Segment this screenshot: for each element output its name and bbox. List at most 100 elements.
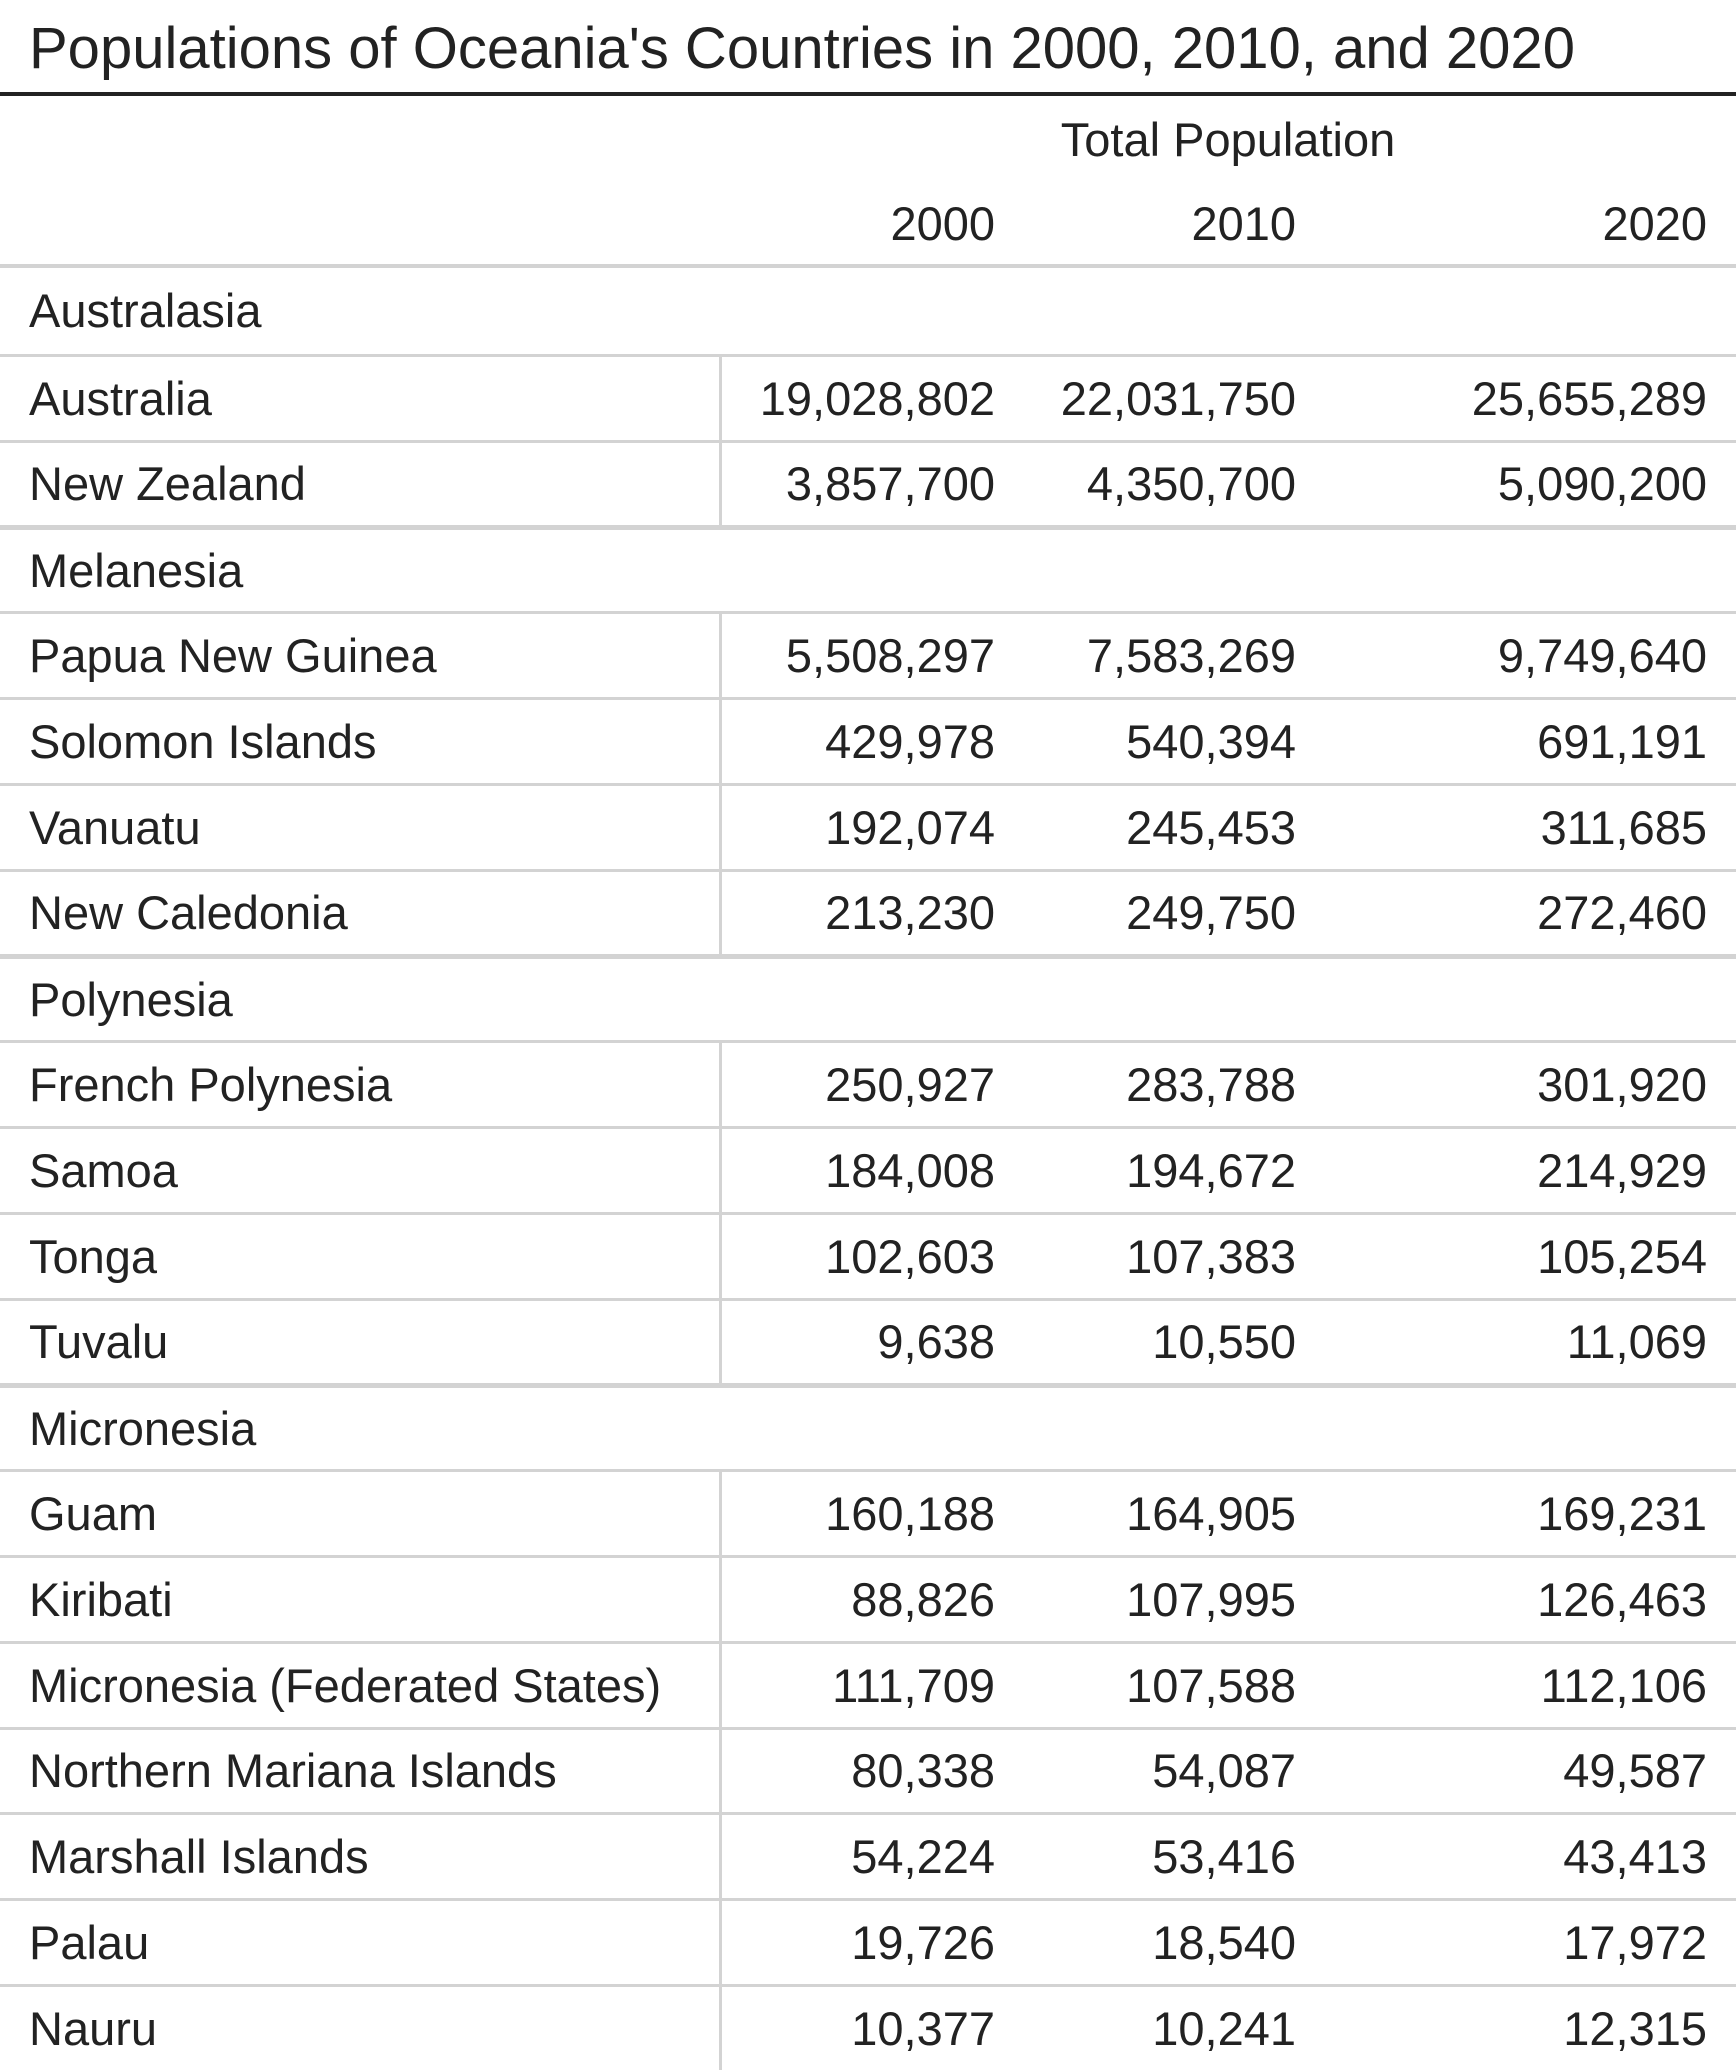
data-row: Northern Mariana Islands 80,338 54,087 49,5… (0, 1726, 1736, 1813)
row-label: Micronesia (Federated States) (29, 1658, 662, 1712)
column-spanner: Total Population (1060, 113, 1396, 166)
cell-value: 691,191 (1537, 714, 1707, 768)
cell-value: 192,074 (825, 800, 995, 854)
cell-value: 7,583,269 (1086, 629, 1296, 683)
column-divider (719, 785, 722, 869)
data-row: Vanuatu 192,074 245,453 311,685 (0, 782, 1736, 869)
column-divider (719, 1557, 722, 1641)
data-row: New Caledonia 213,230 249,750 272,460 (0, 868, 1736, 955)
row-label: Nauru (29, 2001, 158, 2055)
cell-value: 19,028,802 (759, 371, 995, 425)
group-row: Australasia (0, 268, 1736, 354)
column-divider (719, 1643, 722, 1727)
cell-value: 3,857,700 (785, 457, 995, 511)
cell-value: 164,905 (1126, 1487, 1296, 1541)
cell-value: 12,315 (1563, 2001, 1707, 2055)
cell-value: 54,087 (1152, 1744, 1296, 1798)
cell-value: 10,377 (851, 2001, 995, 2055)
cell-value: 53,416 (1152, 1830, 1296, 1884)
cell-value: 126,463 (1537, 1572, 1707, 1626)
data-row: Papua New Guinea 5,508,297 7,583,269 9,749,… (0, 611, 1736, 697)
cell-value: 107,995 (1126, 1572, 1296, 1626)
column-divider (719, 1128, 722, 1212)
cell-value: 429,978 (825, 714, 995, 768)
cell-value: 102,603 (825, 1229, 995, 1283)
row-label: Australia (29, 371, 212, 425)
cell-value: 184,008 (825, 1143, 995, 1197)
header-rule (0, 264, 1736, 268)
cell-value: 5,090,200 (1497, 457, 1707, 511)
group-label: Melanesia (29, 544, 244, 598)
cell-value: 9,638 (877, 1315, 995, 1369)
row-label: Palau (29, 1916, 150, 1970)
cell-value: 214,929 (1537, 1143, 1707, 1197)
column-divider (719, 1472, 722, 1555)
table-title: Populations of Oceania's Countries in 20… (29, 16, 1575, 81)
row-label: Solomon Islands (29, 714, 377, 768)
cell-value: 80,338 (851, 1744, 995, 1798)
cell-value: 19,726 (851, 1916, 995, 1970)
data-row: Tuvalu 9,638 10,550 11,069 (0, 1297, 1736, 1384)
data-row: Tonga 102,603 107,383 105,254 (0, 1211, 1736, 1298)
row-label: Marshall Islands (29, 1830, 369, 1884)
cell-value: 9,749,640 (1497, 629, 1707, 683)
row-label: Vanuatu (29, 800, 201, 854)
cell-value: 88,826 (851, 1572, 995, 1626)
column-divider (719, 1043, 722, 1126)
cell-value: 4,350,700 (1086, 457, 1296, 511)
cell-value: 249,750 (1126, 886, 1296, 940)
title-rule (0, 92, 1736, 96)
column-divider (719, 1729, 722, 1813)
cell-value: 25,655,289 (1471, 371, 1707, 425)
cell-value: 54,224 (851, 1830, 995, 1884)
cell-value: 10,241 (1152, 2001, 1296, 2055)
cell-value: 18,540 (1152, 1916, 1296, 1970)
data-row: Kiribati 88,826 107,995 126,463 (0, 1554, 1736, 1641)
data-row: Guam 160,188 164,905 169,231 (0, 1469, 1736, 1555)
row-label: Tonga (29, 1229, 158, 1283)
cell-value: 107,383 (1126, 1229, 1296, 1283)
table-body: Australasia Australia 19,028,802 22,031,750… (0, 268, 1736, 2070)
cell-value: 245,453 (1126, 800, 1296, 854)
cell-value: 311,685 (1540, 800, 1707, 854)
row-label: Kiribati (29, 1572, 173, 1626)
column-header: 2010 (1191, 197, 1296, 250)
data-row: Solomon Islands 429,978 540,394 691,191 (0, 696, 1736, 783)
cell-value: 17,972 (1563, 1916, 1707, 1970)
column-divider (719, 1815, 722, 1899)
column-header: 2020 (1602, 197, 1707, 250)
row-label: French Polynesia (29, 1058, 393, 1112)
column-divider (719, 356, 722, 440)
cell-value: 49,587 (1563, 1744, 1707, 1798)
column-divider (719, 1986, 722, 2070)
cell-value: 11,069 (1566, 1315, 1707, 1369)
column-divider (719, 1300, 722, 1384)
column-divider (719, 1214, 722, 1298)
cell-value: 213,230 (825, 886, 995, 940)
cell-value: 169,231 (1537, 1487, 1707, 1541)
cell-value: 272,460 (1537, 886, 1707, 940)
data-row: Nauru 10,377 10,241 12,315 (0, 1983, 1736, 2070)
data-row: Australia 19,028,802 22,031,750 25,655,289 (0, 353, 1736, 440)
cell-value: 111,709 (832, 1658, 995, 1712)
cell-value: 283,788 (1126, 1058, 1296, 1112)
cell-value: 5,508,297 (785, 629, 995, 683)
data-row: Samoa 184,008 194,672 214,929 (0, 1125, 1736, 1212)
cell-value: 194,672 (1126, 1143, 1296, 1197)
group-row: Polynesia (0, 954, 1736, 1040)
row-label: Guam (29, 1487, 157, 1541)
group-label: Australasia (29, 284, 262, 338)
column-divider (719, 871, 722, 955)
cell-value: 301,920 (1537, 1058, 1707, 1112)
group-row: Micronesia (0, 1383, 1736, 1469)
row-label: Northern Mariana Islands (29, 1744, 557, 1798)
row-label: Tuvalu (29, 1315, 169, 1369)
data-row: French Polynesia 250,927 283,788 301,920 (0, 1040, 1736, 1126)
column-divider (719, 614, 722, 697)
row-label: Papua New Guinea (29, 629, 437, 683)
cell-value: 105,254 (1537, 1229, 1707, 1283)
group-label: Micronesia (29, 1402, 257, 1456)
cell-value: 160,188 (825, 1487, 995, 1541)
cell-value: 22,031,750 (1060, 371, 1296, 425)
